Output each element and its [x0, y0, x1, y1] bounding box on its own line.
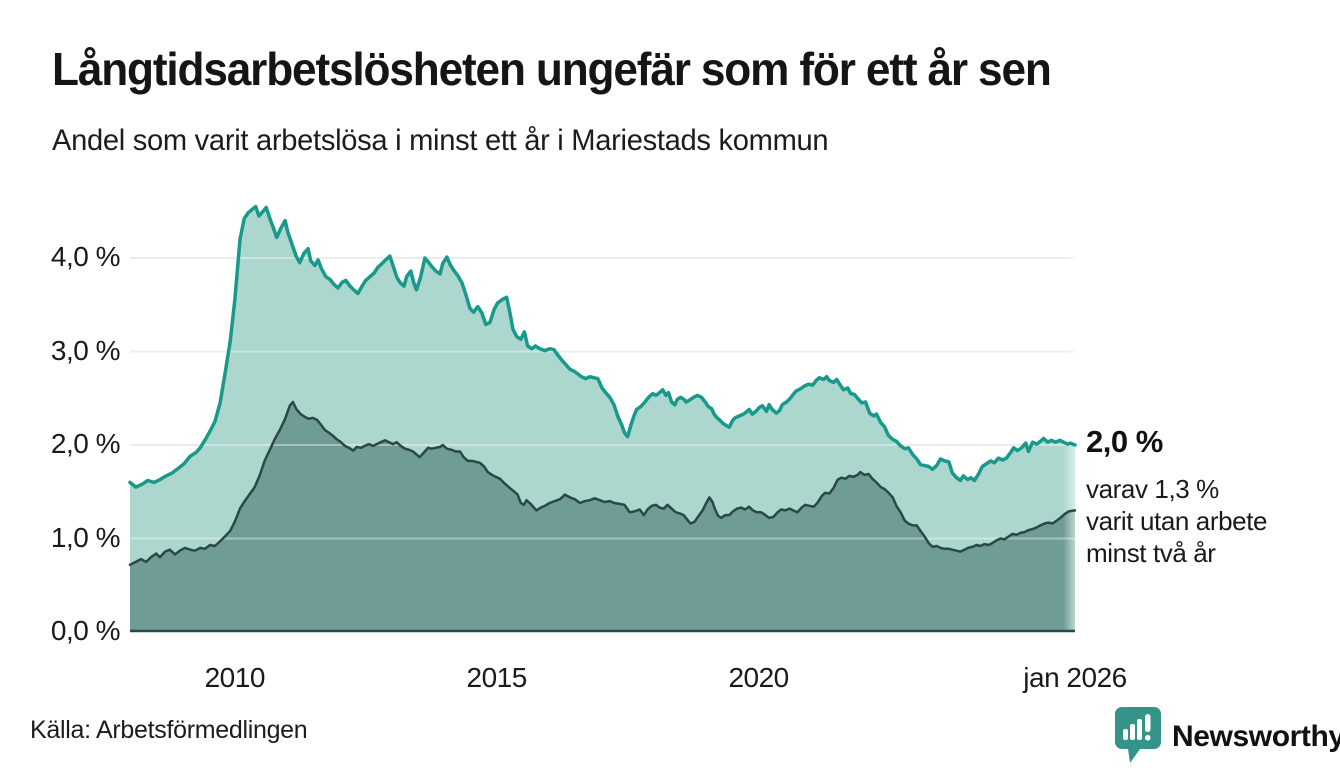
line-two-years [128, 400, 1077, 566]
y-axis-label: 0,0 % [50, 615, 121, 646]
line-total [128, 204, 1077, 489]
source-note: Källa: Arbetsförmedlingen [30, 716, 308, 744]
brand: Newsworthy [1114, 706, 1340, 766]
area-two-years [130, 402, 1075, 632]
gridlines-overlay [130, 257, 1075, 540]
x-axis-label: 2015 [466, 662, 528, 693]
right-edge-fade [1063, 200, 1075, 631]
end-value-label: 2,0 % [1086, 424, 1163, 459]
page-title: Långtidsarbetslösheten ungefär som för e… [52, 43, 1052, 95]
series-areas [130, 206, 1075, 632]
brand-wordmark: Newsworthy [1172, 720, 1340, 753]
y-axis-label: 2,0 % [50, 428, 121, 459]
newsworthy-logo-icon [1115, 707, 1161, 763]
y-axis-label: 3,0 % [50, 334, 121, 366]
x-axis-label: 2010 [204, 662, 266, 693]
x-axis-label: jan 2026 [1023, 662, 1127, 693]
x-axis-label: 2020 [728, 662, 789, 693]
end-value-detail: varav 1,3 % varit utan arbete minst två … [1086, 474, 1268, 568]
page-subtitle: Andel som varit arbetslösa i minst ett å… [52, 124, 829, 157]
series-lines [128, 204, 1077, 566]
y-axis-label: 1,0 % [50, 521, 121, 553]
y-axis-label: 4,0 % [50, 241, 121, 272]
